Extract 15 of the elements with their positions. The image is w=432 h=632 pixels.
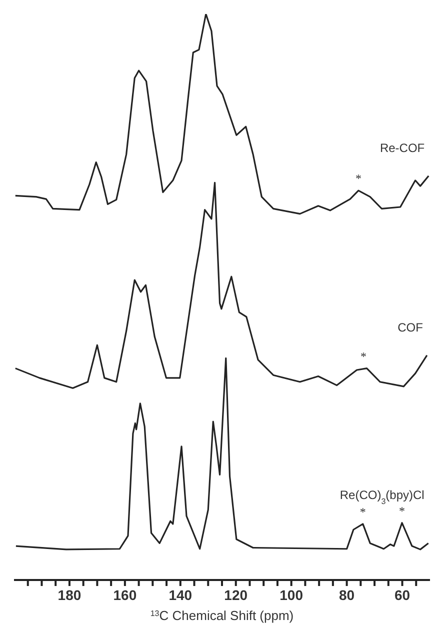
annotation: * xyxy=(360,504,366,519)
series-label: COF xyxy=(398,320,423,334)
x-tick-label: 60 xyxy=(394,587,410,603)
x-tick-label: 160 xyxy=(113,587,137,603)
annotation: * xyxy=(355,172,362,186)
annotation: * xyxy=(360,349,366,364)
x-tick-label: 100 xyxy=(280,587,304,603)
x-tick-label: 80 xyxy=(339,587,355,603)
annotation: * xyxy=(398,504,405,518)
series-label: Re-COF xyxy=(380,140,425,155)
x-tick-label: 140 xyxy=(168,587,192,603)
x-tick-label: 120 xyxy=(224,587,248,603)
x-tick-label: 180 xyxy=(58,587,82,603)
x-axis-title: $^{13}$C Chemical Shift (ppm) xyxy=(150,608,294,623)
text: Re(CO)$_{3}$(bpy)Cl xyxy=(340,488,424,506)
